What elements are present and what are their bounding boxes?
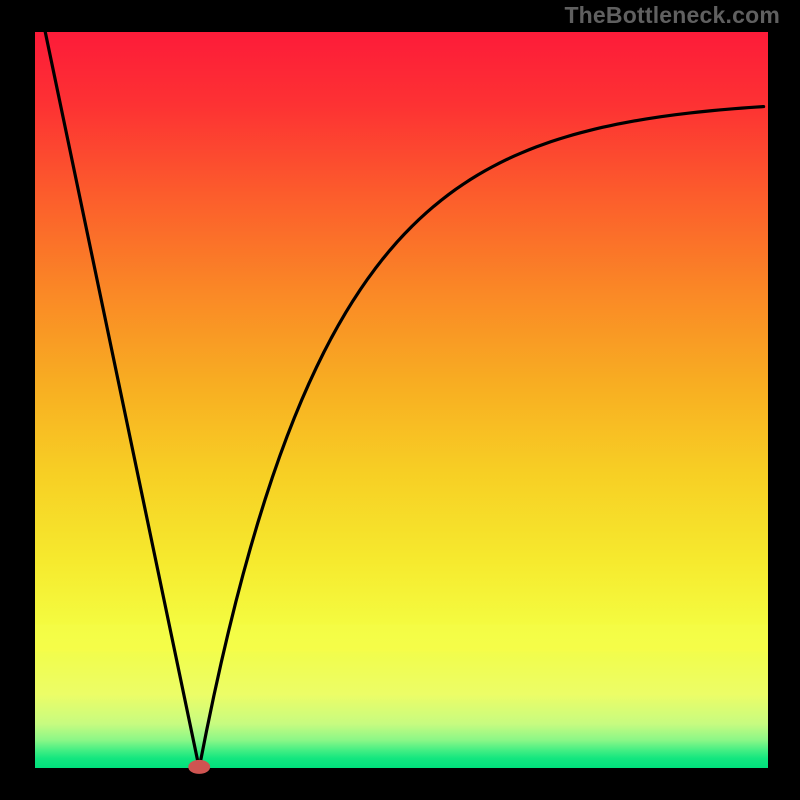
highlight-band: [35, 624, 768, 653]
optimum-marker: [188, 760, 210, 774]
watermark-text: TheBottleneck.com: [564, 2, 780, 29]
bottleneck-chart: [0, 0, 800, 800]
gradient-background: [35, 32, 768, 768]
chart-container: TheBottleneck.com: [0, 0, 800, 800]
